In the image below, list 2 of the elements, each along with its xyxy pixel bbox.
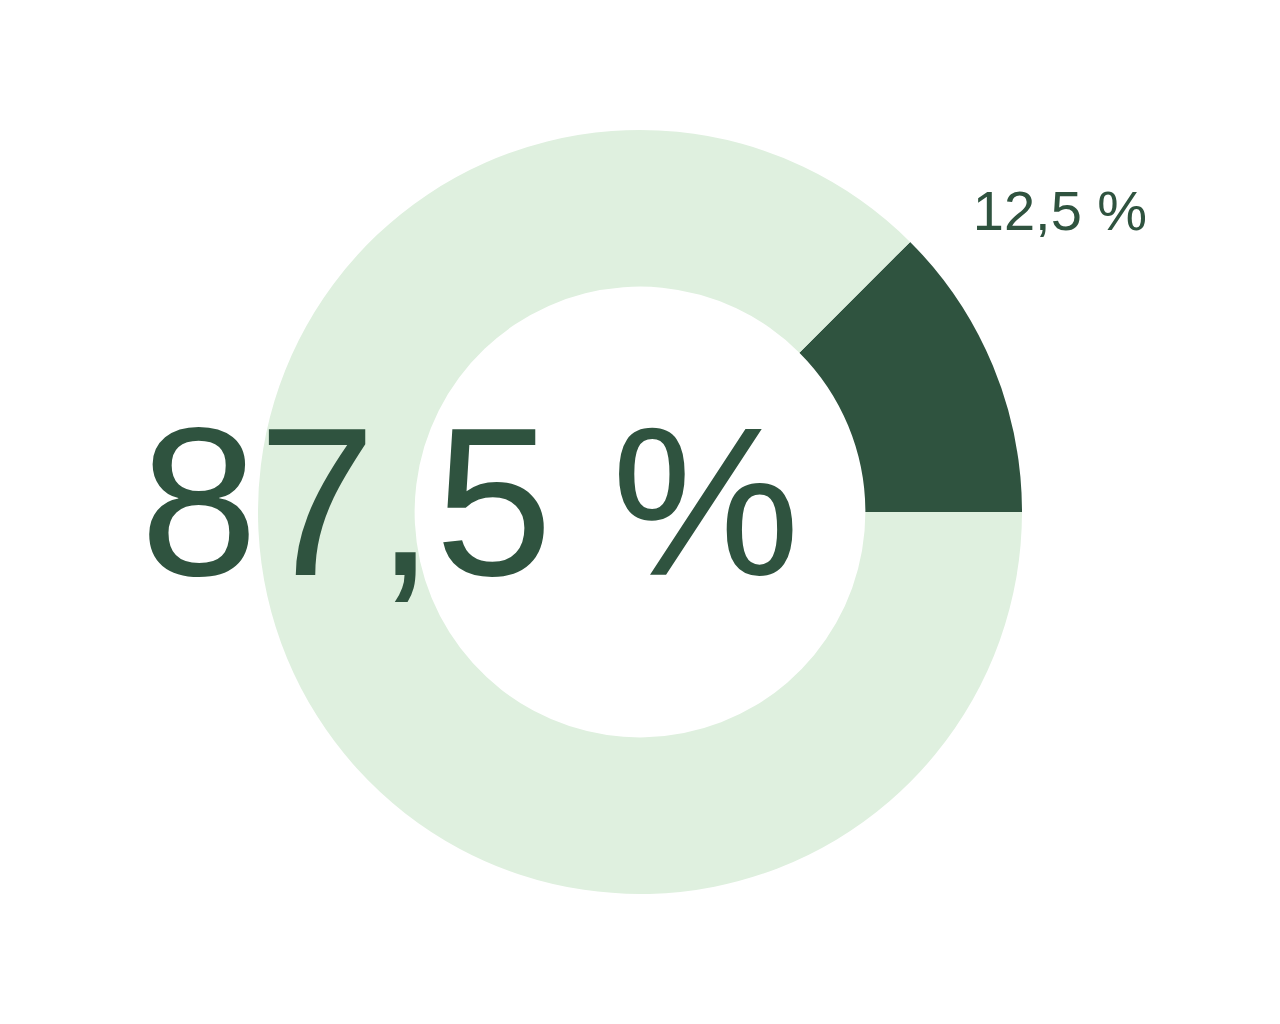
data-label: 87,5 % bbox=[139, 383, 801, 621]
data-label: 12,5 % bbox=[972, 179, 1148, 243]
